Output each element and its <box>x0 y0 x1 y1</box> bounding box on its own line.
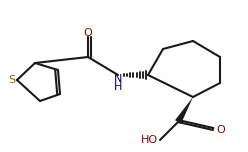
Text: HO: HO <box>141 135 158 145</box>
Text: H: H <box>114 82 122 92</box>
Text: N: N <box>114 74 122 84</box>
Text: S: S <box>8 75 15 85</box>
Text: O: O <box>84 28 92 38</box>
Polygon shape <box>175 97 193 124</box>
Text: O: O <box>216 125 225 135</box>
